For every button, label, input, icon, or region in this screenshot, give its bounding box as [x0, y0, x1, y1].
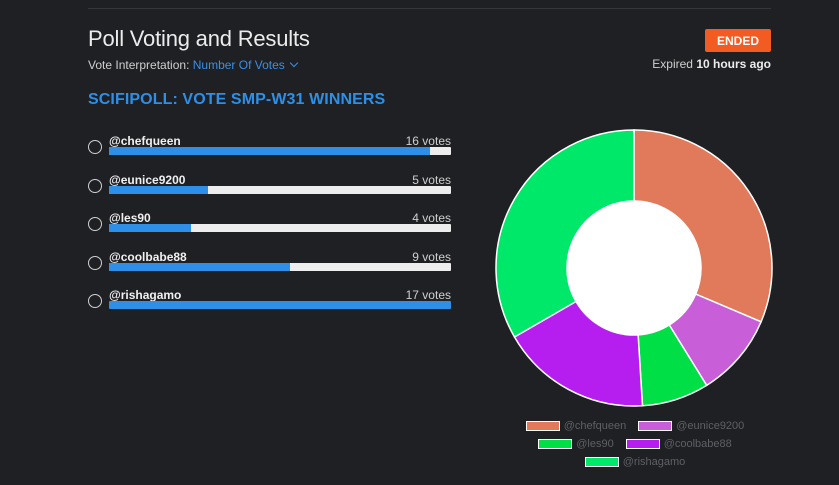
donut-slice-chefqueen[interactable]	[633, 129, 773, 323]
expired-text: Expired 10 hours ago	[652, 57, 771, 71]
poll-option[interactable]: @chefqueen 16 votes	[88, 134, 451, 167]
option-votes: 16 votes	[405, 134, 451, 148]
chevron-down-icon	[289, 58, 299, 68]
legend-swatch	[638, 421, 673, 431]
option-label: @les90	[109, 211, 151, 225]
results-donut-chart	[495, 129, 773, 407]
progress-bar	[109, 147, 451, 155]
progress-bar	[109, 263, 451, 271]
legend-item[interactable]: @eunice9200	[638, 420, 744, 432]
option-label: @coolbabe88	[109, 250, 187, 264]
option-label: @eunice9200	[109, 173, 186, 187]
progress-bar	[109, 301, 451, 309]
expired-prefix: Expired	[652, 57, 693, 71]
progress-fill	[109, 147, 431, 155]
interpretation-value: Number Of Votes	[192, 58, 285, 72]
option-label: @rishagamo	[109, 288, 182, 302]
radio-button[interactable]	[88, 140, 102, 154]
legend-label: @rishagamo	[622, 456, 686, 468]
legend-label: @chefqueen	[563, 420, 627, 432]
legend-swatch	[525, 421, 560, 431]
expired-time: 10 hours ago	[696, 57, 771, 71]
legend-swatch	[625, 439, 660, 449]
option-votes: 9 votes	[412, 250, 451, 264]
option-votes: 17 votes	[405, 288, 451, 302]
legend-row: @les90 @coolbabe88	[480, 438, 790, 450]
poll-option[interactable]: @rishagamo 17 votes	[88, 288, 451, 321]
legend-label: @coolbabe88	[663, 438, 732, 450]
poll-option[interactable]: @eunice9200 5 votes	[88, 173, 451, 206]
progress-fill	[109, 263, 291, 271]
vote-interpretation: Vote Interpretation: Number Of Votes	[88, 58, 299, 72]
interpretation-label: Vote Interpretation:	[88, 58, 190, 72]
progress-bar	[109, 224, 451, 232]
radio-button[interactable]	[88, 294, 102, 308]
legend-item[interactable]: @coolbabe88	[625, 438, 732, 450]
poll-title: SCIFIPOLL: VOTE SMP-W31 WINNERS	[88, 91, 386, 108]
radio-button[interactable]	[88, 217, 102, 231]
donut-hole	[567, 201, 701, 335]
option-votes: 4 votes	[412, 211, 451, 225]
legend-item[interactable]: @rishagamo	[584, 456, 686, 468]
legend-item[interactable]: @chefqueen	[525, 420, 627, 432]
top-divider	[88, 8, 771, 9]
radio-button[interactable]	[88, 179, 102, 193]
legend-swatch	[538, 439, 573, 449]
poll-option[interactable]: @les90 4 votes	[88, 211, 451, 244]
page-title: Poll Voting and Results	[88, 26, 310, 51]
progress-fill	[109, 301, 451, 309]
legend-label: @les90	[576, 438, 614, 450]
progress-bar	[109, 186, 451, 194]
radio-button[interactable]	[88, 256, 102, 270]
progress-fill	[109, 224, 192, 232]
poll-option[interactable]: @coolbabe88 9 votes	[88, 250, 451, 283]
legend-row: @rishagamo	[480, 456, 790, 468]
status-badge: ENDED	[705, 29, 771, 52]
legend-row: @chefqueen @eunice9200	[480, 420, 790, 432]
interpretation-dropdown[interactable]: Number Of Votes	[192, 58, 299, 72]
option-votes: 5 votes	[412, 173, 451, 187]
legend-label: @eunice9200	[676, 420, 745, 432]
option-label: @chefqueen	[109, 134, 181, 148]
legend-item[interactable]: @les90	[538, 438, 614, 450]
chart-legend: @chefqueen @eunice9200 @les90 @coolbabe8…	[480, 420, 790, 474]
legend-swatch	[584, 457, 619, 467]
progress-fill	[109, 186, 209, 194]
